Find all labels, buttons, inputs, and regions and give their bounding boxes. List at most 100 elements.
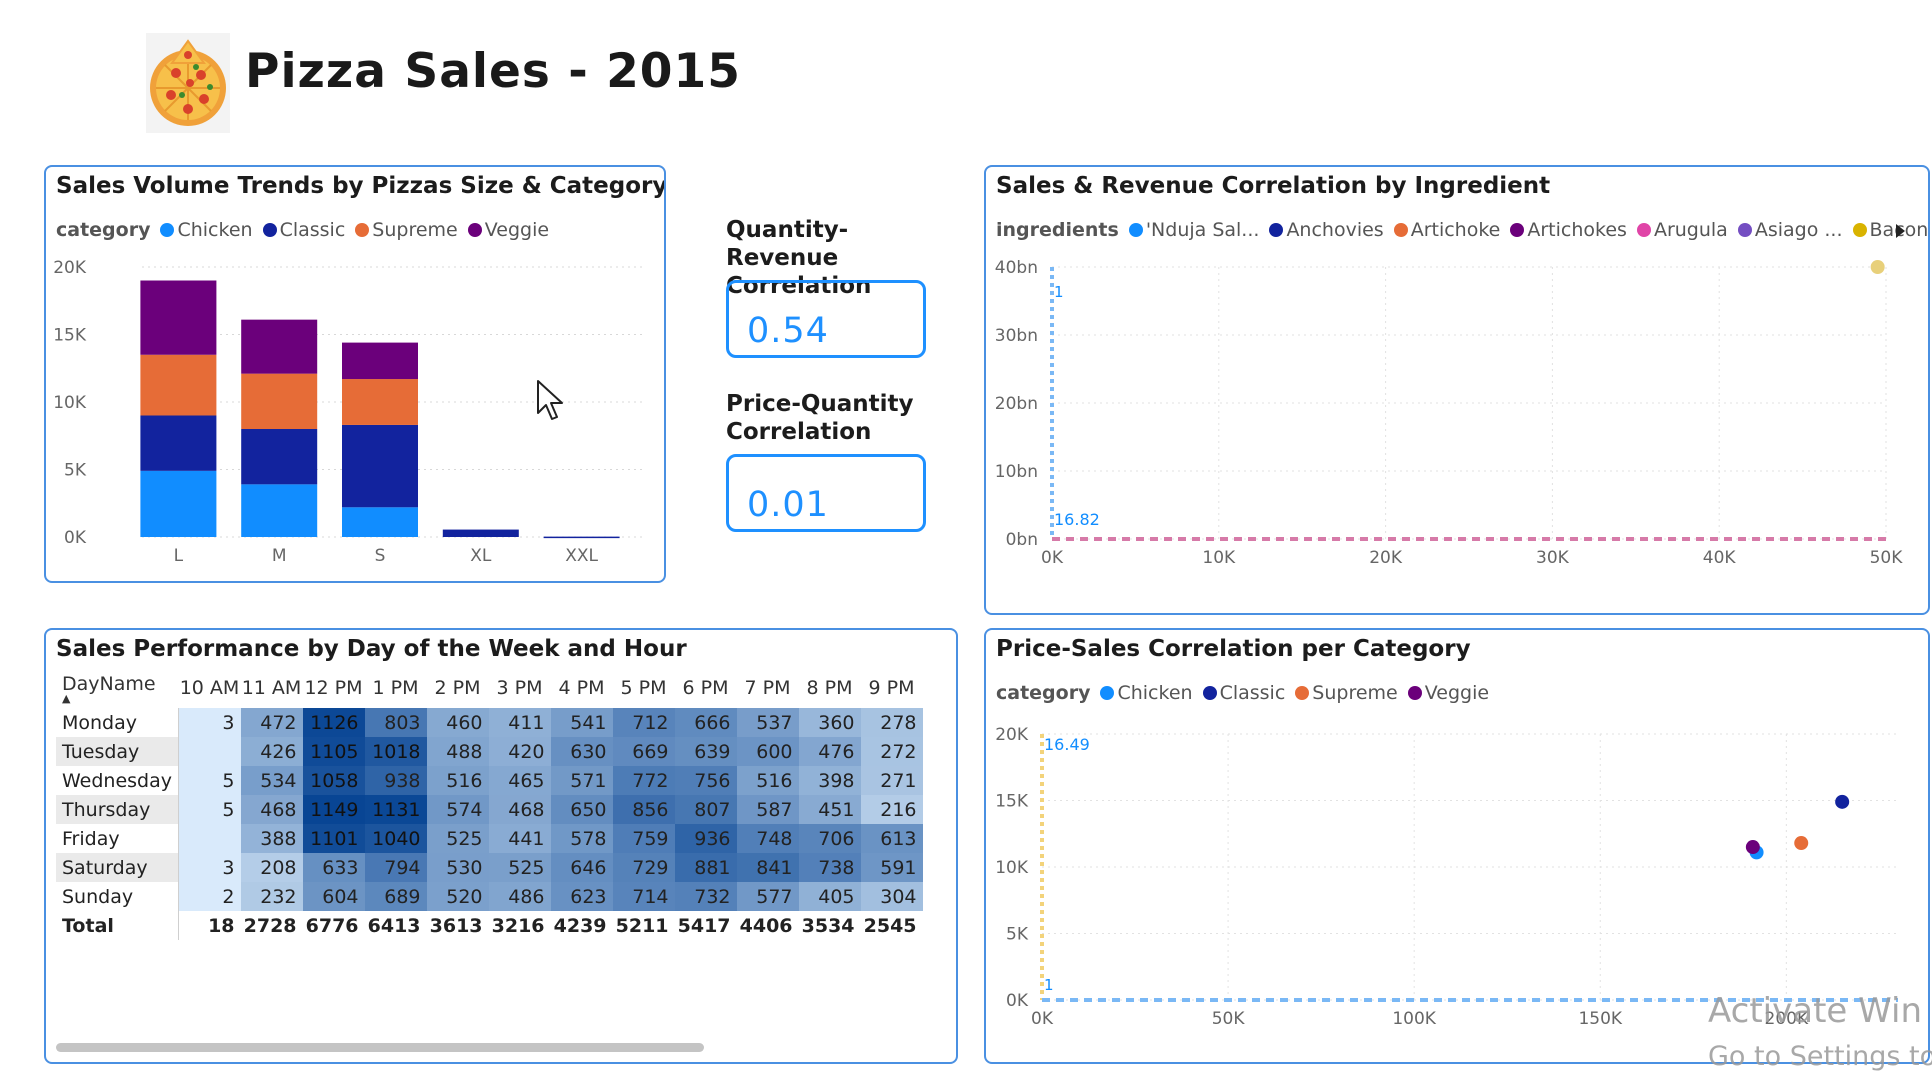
column-header-hour[interactable]: 2 PM [434,677,481,699]
total-cell: 2728 [243,914,297,937]
heat-cell: 476 [798,737,861,766]
x-tick-label: 50K [1870,548,1904,568]
column-header-hour[interactable]: 6 PM [682,677,729,699]
heat-cell [178,737,241,766]
heat-cell: 803 [364,708,427,737]
horizontal-scrollbar[interactable] [56,1043,704,1052]
heat-cell: 639 [674,737,737,766]
heatmap-table-card[interactable]: Sales Performance by Day of the Week and… [44,628,958,1064]
legend-item-artichoke[interactable]: Artichoke [1393,219,1500,241]
legend-next-arrow-icon[interactable] [1893,222,1907,240]
heat-cell: 578 [550,824,613,853]
legend-item-chicken[interactable]: Chicken [1100,682,1193,704]
qr-correlation-card[interactable]: 0.54 [726,280,926,358]
bar-segment [140,354,217,416]
heat-cell: 748 [736,824,799,853]
ingredient-chart-legend: ingredients 'Nduja Sal... Anchovies Arti… [996,219,1928,241]
price-chart-card[interactable]: Price-Sales Correlation per Category cat… [984,628,1930,1064]
reference-label-y: 16.49 [1044,735,1090,754]
table-row: Saturday 3 208 633 794 530 525 646 729 881 841 738 5… [56,853,923,882]
legend-item-artichokes[interactable]: Artichokes [1510,219,1627,241]
heat-cell: 577 [736,882,799,911]
ingredient-chart-card[interactable]: Sales & Revenue Correlation by Ingredien… [984,165,1930,615]
legend-item-supreme[interactable]: Supreme [1295,682,1398,704]
size-chart-title: Sales Volume Trends by Pizzas Size & Cat… [56,173,666,199]
table-row: Monday 3 472 1126 803 460 411 541 712 666 537 360 27… [56,708,923,737]
y-tick-label: 5K [1006,925,1029,945]
column-header-hour[interactable]: 5 PM [620,677,667,699]
y-tick-label: 15K [53,326,87,346]
legend-item-classic[interactable]: Classic [262,219,345,241]
heat-cell: 807 [674,795,737,824]
data-point [1794,836,1809,851]
legend-item-bacon[interactable]: Bacon [1852,219,1928,241]
reference-label-x: 1 [1044,976,1054,994]
pq-correlation-card[interactable]: 0.01 [726,454,926,532]
total-cell: 3534 [801,914,855,937]
heat-cell: 3 [178,708,241,737]
legend-item-supreme[interactable]: Supreme [355,219,458,241]
column-header-dayname[interactable]: DayName ▲ [62,673,156,705]
column-header-hour[interactable]: 10 AM [179,677,240,699]
legend-item-chicken[interactable]: Chicken [160,219,253,241]
bar-segment [140,280,217,355]
total-cell: 4239 [553,914,607,937]
heat-cell: 271 [860,766,923,795]
row-label-day: Thursday [56,795,180,824]
bar-segment [241,429,318,485]
column-header-hour[interactable]: 11 AM [241,677,302,699]
column-header-hour[interactable]: 7 PM [744,677,791,699]
heat-cell: 729 [612,853,675,882]
legend-item-arugula[interactable]: Arugula [1636,219,1728,241]
heat-cell: 1018 [364,737,427,766]
x-tick-label: XXL [565,546,598,566]
heat-cell: 574 [426,795,489,824]
x-tick-label: 200K [1765,1009,1809,1029]
legend-item-anchovies[interactable]: Anchovies [1269,219,1384,241]
heat-cell: 587 [736,795,799,824]
x-tick-label: 0K [1031,1009,1054,1029]
price-chart-title: Price-Sales Correlation per Category [996,636,1471,662]
total-cell: 3613 [429,914,483,937]
heat-cell: 465 [488,766,551,795]
legend-item-asiago[interactable]: Asiago ... [1737,219,1843,241]
heat-cell [178,824,241,853]
bar-segment [140,415,217,471]
heat-cell: 520 [426,882,489,911]
legend-title: category [996,682,1091,704]
page-title: Pizza Sales - 2015 [245,44,741,99]
y-tick-label: 20K [995,725,1029,745]
heat-cell: 537 [736,708,799,737]
heat-cell: 411 [488,708,551,737]
heat-cell: 388 [240,824,303,853]
heat-cell: 3 [178,853,241,882]
pq-correlation-label: Price-Quantity Correlation [726,391,914,445]
x-tick-label: 150K [1578,1009,1622,1029]
data-point [1745,840,1760,855]
column-header-hour[interactable]: 9 PM [868,677,915,699]
heat-cell: 604 [302,882,365,911]
heat-cell: 706 [798,824,861,853]
x-tick-label: 50K [1212,1009,1246,1029]
data-point [1835,794,1850,809]
bar-segment [342,342,418,380]
size-category-chart-card[interactable]: Sales Volume Trends by Pizzas Size & Cat… [44,165,666,583]
column-header-hour[interactable]: 1 PM [372,677,419,699]
heat-cell: 630 [550,737,613,766]
legend-item-veggie[interactable]: Veggie [1407,682,1489,704]
bar-segment [140,470,217,537]
column-header-hour[interactable]: 4 PM [558,677,605,699]
column-header-hour[interactable]: 3 PM [496,677,543,699]
column-header-hour[interactable]: 12 PM [304,677,363,699]
legend-item-nduja[interactable]: 'Nduja Sal... [1128,219,1259,241]
heat-cell: 712 [612,708,675,737]
heat-cell: 689 [364,882,427,911]
row-label-day: Sunday [56,882,180,911]
y-tick-label: 0K [64,528,87,548]
legend-item-veggie[interactable]: Veggie [467,219,549,241]
column-header-hour[interactable]: 8 PM [806,677,853,699]
heat-cell: 525 [426,824,489,853]
legend-item-classic[interactable]: Classic [1202,682,1285,704]
heat-cell: 451 [798,795,861,824]
heat-cell: 398 [798,766,861,795]
